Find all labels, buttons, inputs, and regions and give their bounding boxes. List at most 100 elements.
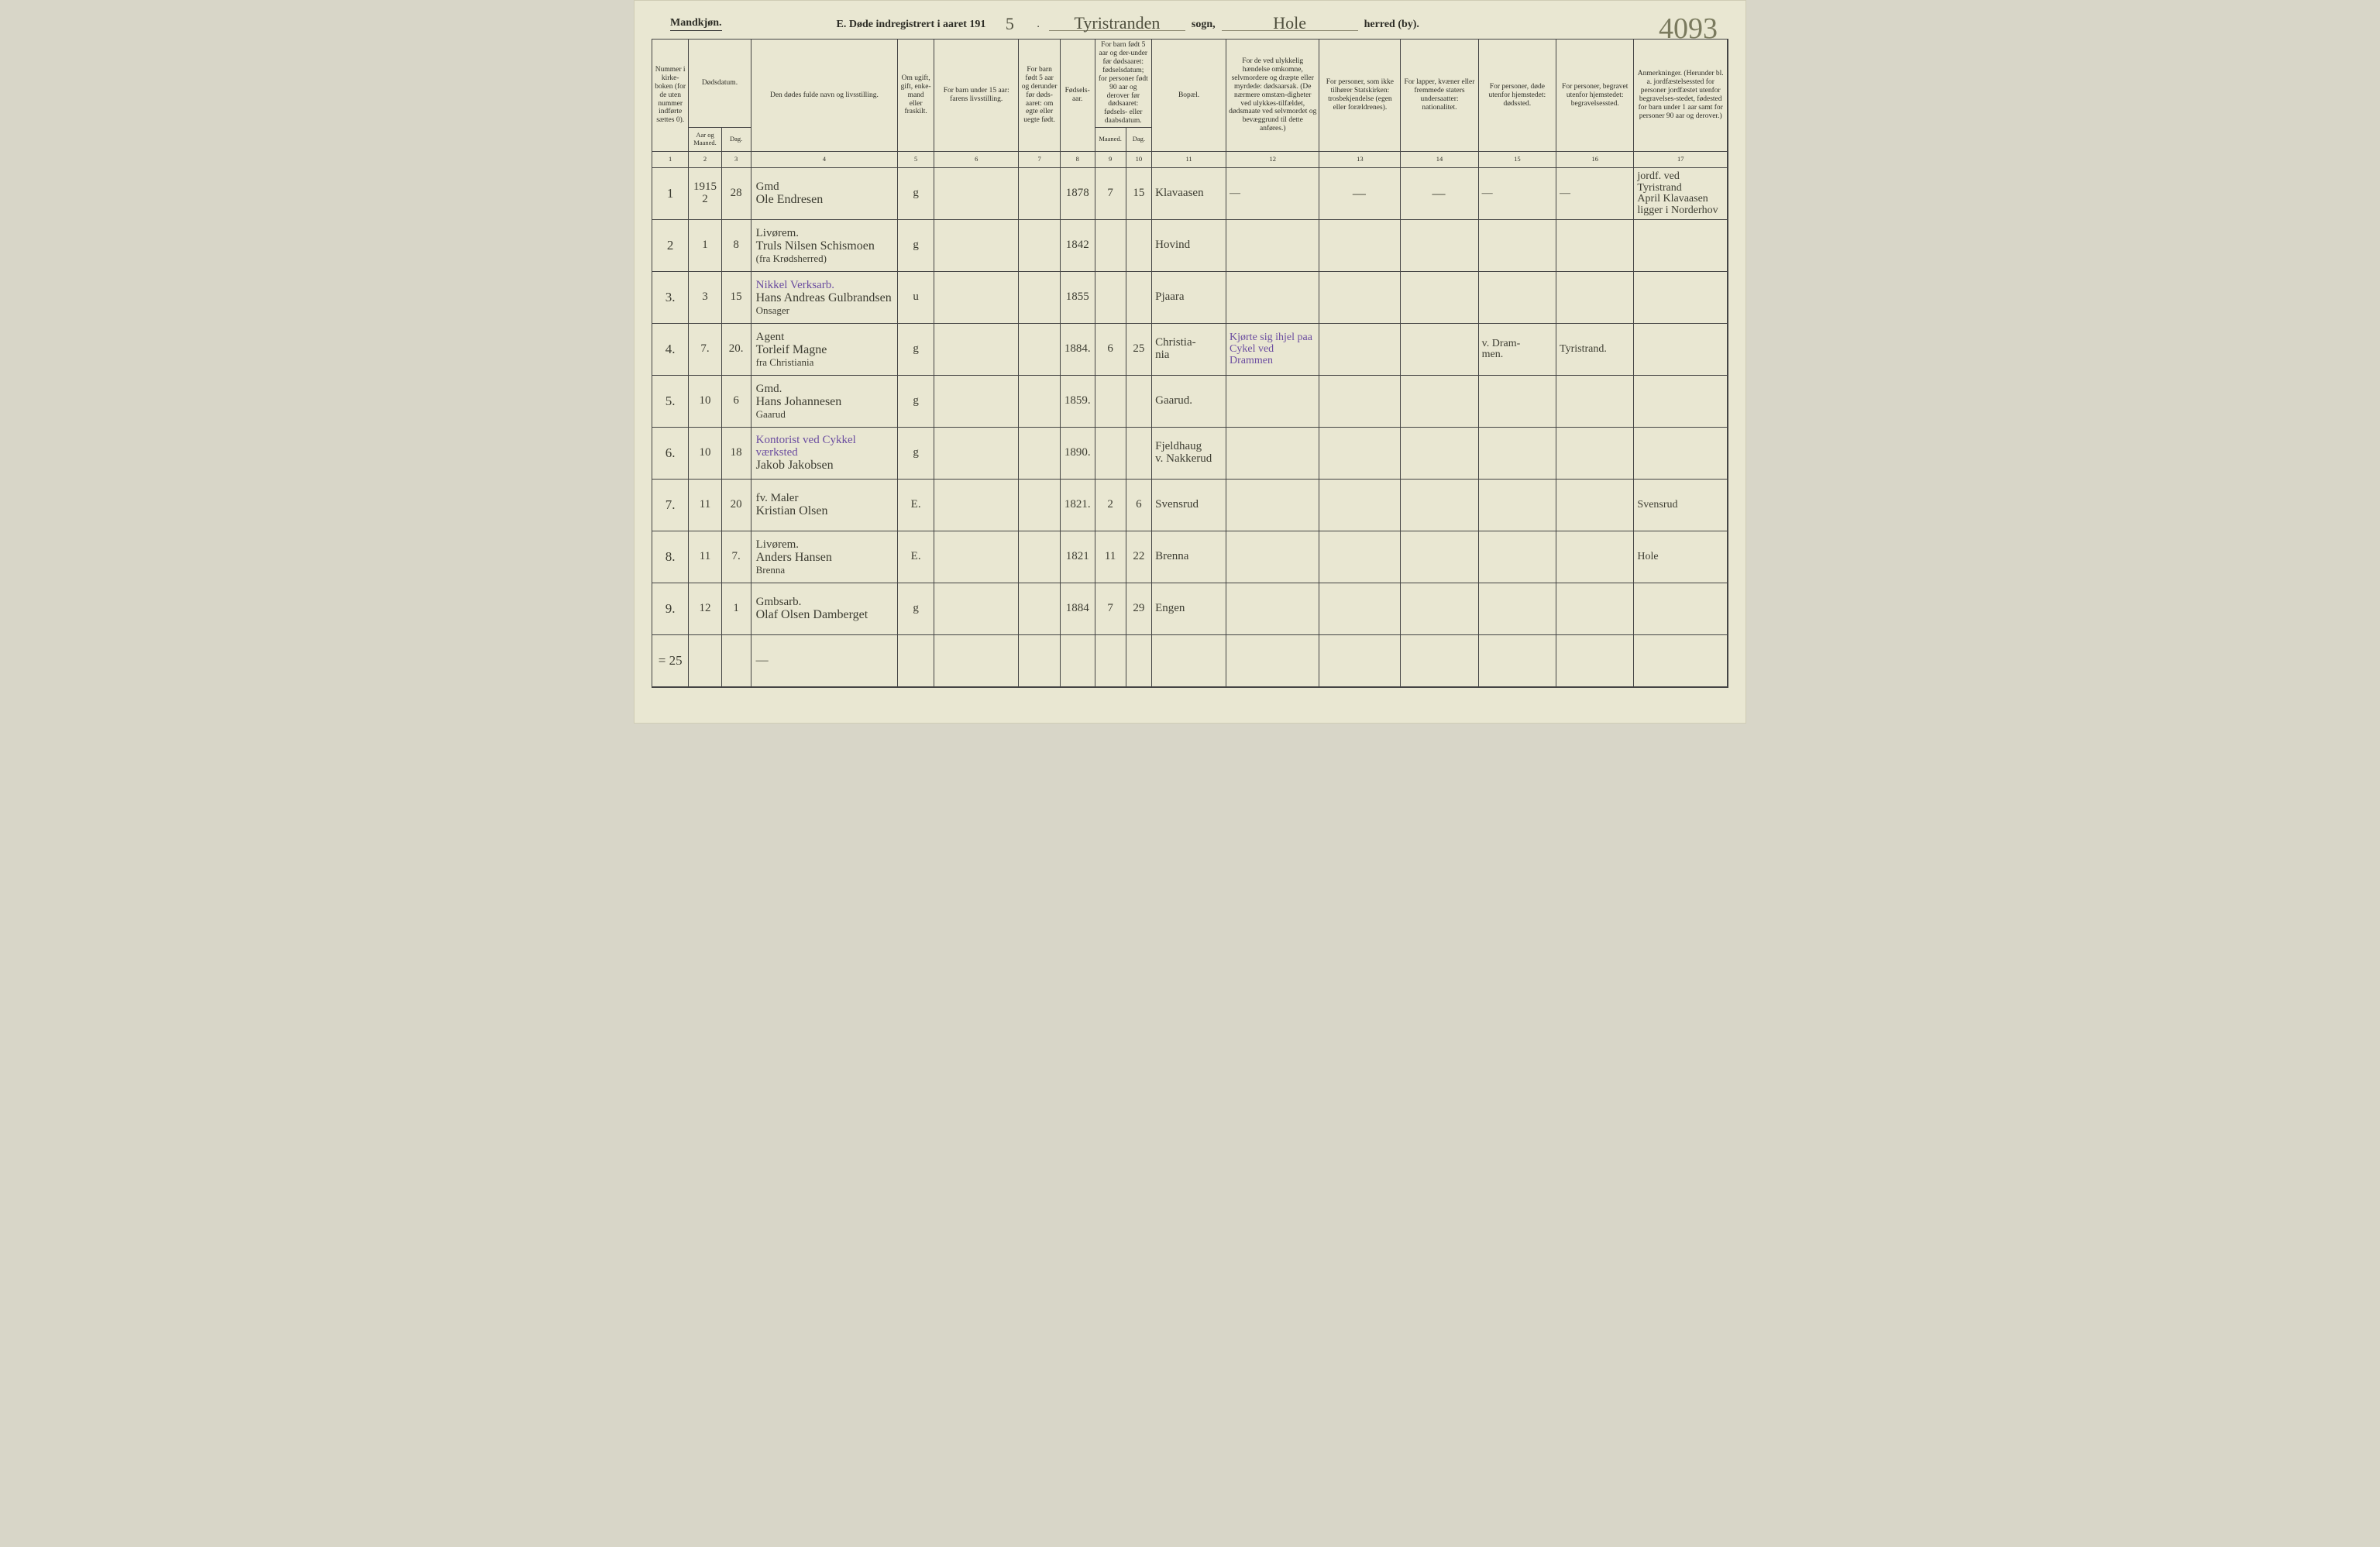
table-cell	[1634, 272, 1728, 324]
table-cell	[1019, 272, 1061, 324]
table-cell	[1478, 428, 1556, 480]
table-cell: 1	[652, 168, 689, 220]
col-header: Dødsdatum.	[689, 40, 751, 128]
table-cell: Gmd.Hans JohannesenGaarud	[751, 376, 898, 428]
table-cell	[1634, 324, 1728, 376]
col-num: 6	[934, 152, 1019, 168]
table-cell: 1890.	[1060, 428, 1095, 480]
table-cell: Gaarud.	[1152, 376, 1226, 428]
table-cell: 4.	[652, 324, 689, 376]
table-cell: 11	[689, 480, 721, 531]
table-cell: Svensrud	[1634, 480, 1728, 531]
table-cell	[1060, 635, 1095, 687]
table-cell	[1556, 376, 1634, 428]
table-cell	[1095, 376, 1126, 428]
table-cell	[1319, 480, 1401, 531]
table-cell	[1401, 376, 1478, 428]
table-cell: 7	[1095, 583, 1126, 635]
table-cell	[1226, 220, 1319, 272]
table-head: Nummer i kirke-boken (for de uten nummer…	[652, 40, 1728, 168]
table-cell	[1401, 480, 1478, 531]
page-number-handwritten: 4093	[1659, 12, 1718, 46]
year-suffix-hand: 5	[992, 17, 1027, 31]
table-cell	[1556, 531, 1634, 583]
table-body: 11915228GmdOle Endreseng1878715Klavaasen…	[652, 168, 1728, 687]
table-cell	[1401, 220, 1478, 272]
table-cell: 5.	[652, 376, 689, 428]
table-cell: 28	[721, 168, 751, 220]
table-cell	[934, 583, 1019, 635]
table-cell: —	[1319, 168, 1401, 220]
table-cell	[1319, 583, 1401, 635]
table-cell	[934, 428, 1019, 480]
table-cell: 6	[721, 376, 751, 428]
col-num: 3	[721, 152, 751, 168]
table-cell: Kontorist ved Cykkel værkstedJakob Jakob…	[751, 428, 898, 480]
table-cell: 1859.	[1060, 376, 1095, 428]
col-subheader: Dag.	[721, 128, 751, 152]
col-subheader: Maaned.	[1095, 128, 1126, 152]
table-cell: 8	[721, 220, 751, 272]
table-row: 9.121Gmbsarb.Olaf Olsen Dambergetg188472…	[652, 583, 1728, 635]
table-cell: 1	[689, 220, 721, 272]
table-row: 5.106Gmd.Hans JohannesenGaarudg1859.Gaar…	[652, 376, 1728, 428]
table-cell	[1226, 428, 1319, 480]
table-cell	[1401, 635, 1478, 687]
table-cell: —	[1401, 168, 1478, 220]
table-cell	[1019, 428, 1061, 480]
col-header: For barn født 5 aar og derunder før døds…	[1019, 40, 1061, 152]
table-cell: g	[898, 376, 934, 428]
col-num: 16	[1556, 152, 1634, 168]
table-cell	[1019, 376, 1061, 428]
table-cell	[721, 635, 751, 687]
table-row: 3.315Nikkel Verksarb.Hans Andreas Gulbra…	[652, 272, 1728, 324]
table-cell	[1019, 168, 1061, 220]
table-cell: 11	[689, 531, 721, 583]
table-cell	[1126, 220, 1151, 272]
table-cell	[1401, 428, 1478, 480]
title-prefix: E. Døde indregistrert i aaret 191	[837, 19, 986, 31]
table-cell: g	[898, 324, 934, 376]
table-cell	[1226, 272, 1319, 324]
col-num: 12	[1226, 152, 1319, 168]
table-cell	[1319, 428, 1401, 480]
col-subheader: Dag.	[1126, 128, 1151, 152]
col-num: 4	[751, 152, 898, 168]
table-cell: 15	[1126, 168, 1151, 220]
table-cell	[1226, 583, 1319, 635]
table-cell	[1556, 583, 1634, 635]
table-row: = 25—	[652, 635, 1728, 687]
table-cell	[1226, 635, 1319, 687]
table-cell: 19152	[689, 168, 721, 220]
table-cell: Christia-nia	[1152, 324, 1226, 376]
table-cell: = 25	[652, 635, 689, 687]
table-cell	[1319, 635, 1401, 687]
table-cell: —	[1556, 168, 1634, 220]
table-cell: —	[1226, 168, 1319, 220]
table-cell: 8.	[652, 531, 689, 583]
table-cell: Pjaara	[1152, 272, 1226, 324]
table-cell: 1842	[1060, 220, 1095, 272]
register-page: 4093 Mandkjøn. E. Døde indregistrert i a…	[634, 0, 1746, 724]
table-cell	[1095, 428, 1126, 480]
table-cell: E.	[898, 531, 934, 583]
col-num: 9	[1095, 152, 1126, 168]
table-cell	[1478, 635, 1556, 687]
col-num: 8	[1060, 152, 1095, 168]
table-cell	[1634, 635, 1728, 687]
table-cell: 7	[1095, 168, 1126, 220]
col-num: 11	[1152, 152, 1226, 168]
table-cell	[1556, 428, 1634, 480]
table-cell	[898, 635, 934, 687]
table-cell: 7.	[689, 324, 721, 376]
table-cell	[1019, 324, 1061, 376]
table-cell	[1019, 583, 1061, 635]
table-cell: g	[898, 220, 934, 272]
table-cell: 9.	[652, 583, 689, 635]
table-cell: 1878	[1060, 168, 1095, 220]
table-cell	[1019, 531, 1061, 583]
table-cell	[934, 480, 1019, 531]
table-cell	[1401, 583, 1478, 635]
table-cell: Svensrud	[1152, 480, 1226, 531]
table-cell: 1884	[1060, 583, 1095, 635]
